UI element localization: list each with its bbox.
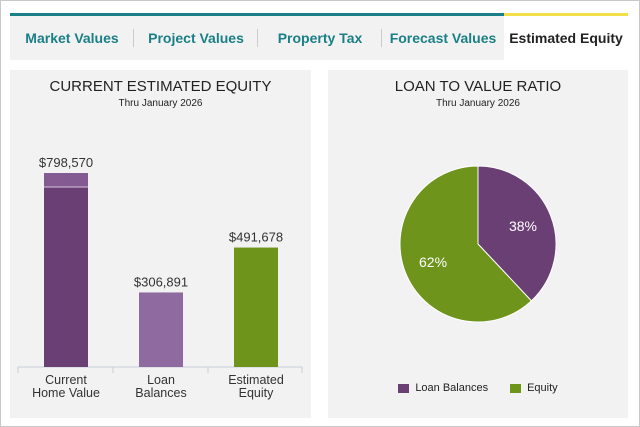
- x-tick-label: Balances: [135, 386, 186, 400]
- pie-legend: Loan Balances Equity: [328, 382, 628, 394]
- tab-estimated-equity[interactable]: Estimated Equity: [504, 16, 628, 60]
- x-tick-label: Equity: [239, 386, 274, 400]
- panel-title: LOAN TO VALUE RATIO: [394, 78, 562, 95]
- tab-project-values[interactable]: Project Values: [134, 16, 258, 60]
- tab-market-values[interactable]: Market Values: [10, 16, 134, 60]
- legend-item-loan-balances[interactable]: Loan Balances: [398, 382, 488, 394]
- equity-panel: CURRENT ESTIMATED EQUITY Thru January 20…: [10, 70, 311, 418]
- tab-bar: Market Values Project Values Property Ta…: [10, 16, 628, 60]
- pie-slice: [477, 165, 557, 302]
- ltv-panel: LOAN TO VALUE RATIO Thru January 2026 38…: [328, 70, 628, 418]
- tab-forecast-values[interactable]: Forecast Values: [382, 16, 504, 60]
- slice-label: 38%: [509, 218, 537, 234]
- bar: [44, 173, 88, 367]
- x-tick-label: Home Value: [32, 386, 100, 400]
- legend-swatch: [398, 383, 410, 393]
- bar: [139, 292, 183, 367]
- x-tick-label: Estimated: [228, 373, 284, 387]
- tab-property-tax[interactable]: Property Tax: [258, 16, 382, 60]
- panel-title: CURRENT ESTIMATED EQUITY: [49, 78, 272, 95]
- data-label: $306,891: [134, 274, 188, 289]
- legend-item-equity[interactable]: Equity: [510, 382, 558, 394]
- tab-accent-bar: [10, 13, 628, 16]
- slice-label: 62%: [419, 254, 447, 270]
- pie-chart: 38% 62%: [399, 165, 557, 323]
- x-tick-label: Loan: [147, 373, 175, 387]
- pie-slice: [399, 165, 533, 323]
- data-label: $798,570: [39, 155, 93, 170]
- x-tick-label: Current: [45, 373, 87, 387]
- bar-top-highlight: [44, 173, 88, 187]
- panel-subtitle: Thru January 2026: [118, 98, 203, 109]
- panel-subtitle: Thru January 2026: [436, 98, 520, 109]
- legend-swatch: [510, 383, 522, 393]
- bar: [234, 247, 278, 367]
- data-label: $491,678: [229, 230, 283, 245]
